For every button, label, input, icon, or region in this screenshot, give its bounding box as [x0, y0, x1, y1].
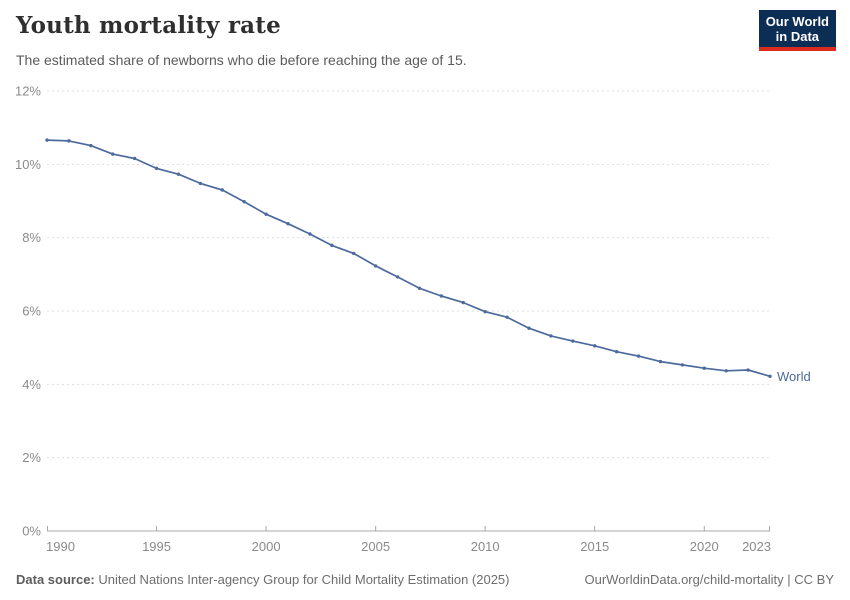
data-point[interactable]: [593, 344, 597, 348]
data-point[interactable]: [264, 212, 268, 216]
data-point[interactable]: [636, 354, 641, 358]
x-axis-label: 2005: [361, 539, 390, 554]
data-point[interactable]: [352, 251, 356, 256]
data-point[interactable]: [45, 138, 49, 142]
citation-link[interactable]: OurWorldinData.org/child-mortality | CC …: [584, 572, 835, 587]
y-axis-label: 8%: [22, 230, 41, 245]
series-line[interactable]: [46, 139, 771, 378]
data-point[interactable]: [505, 315, 509, 319]
data-point[interactable]: [286, 222, 290, 226]
series-end-label: World: [777, 369, 811, 384]
owid-logo[interactable]: Our World in Data: [758, 10, 836, 51]
x-axis-label: 2023: [742, 539, 771, 554]
x-axis-label: 2020: [690, 539, 719, 554]
owid-logo-line2: in Data: [775, 29, 820, 44]
y-axis-label: 4%: [22, 377, 41, 392]
data-source-note: Data source: United Nations Inter-agency…: [16, 572, 510, 587]
data-point[interactable]: [220, 188, 224, 192]
chart-subtitle: The estimated share of newborns who die …: [16, 52, 467, 68]
x-axis-label: 1995: [142, 539, 171, 554]
data-point[interactable]: [614, 350, 619, 354]
data-point[interactable]: [724, 369, 728, 373]
x-axis-label: 2015: [580, 539, 609, 554]
data-point[interactable]: [768, 374, 772, 378]
chart-footer: Data source: United Nations Inter-agency…: [16, 572, 834, 587]
data-point[interactable]: [549, 334, 553, 338]
data-point[interactable]: [308, 232, 312, 236]
data-point[interactable]: [527, 326, 531, 330]
data-point[interactable]: [658, 359, 663, 364]
data-point[interactable]: [571, 339, 575, 343]
data-point[interactable]: [330, 243, 334, 248]
x-axis-label: 2010: [471, 539, 500, 554]
data-point[interactable]: [702, 366, 706, 370]
y-axis-label: 2%: [22, 450, 41, 465]
y-axis-label: 10%: [15, 157, 41, 172]
data-point[interactable]: [132, 156, 137, 161]
data-point[interactable]: [417, 286, 422, 290]
x-axis-label: 2000: [252, 539, 281, 554]
data-point[interactable]: [198, 181, 203, 186]
data-point[interactable]: [680, 363, 685, 367]
data-point[interactable]: [154, 166, 159, 171]
y-axis-label: 12%: [15, 84, 41, 99]
data-point[interactable]: [461, 300, 465, 305]
data-source-text: United Nations Inter-agency Group for Ch…: [94, 572, 510, 587]
data-point[interactable]: [67, 139, 71, 143]
data-point[interactable]: [439, 294, 444, 298]
y-axis-label: 6%: [22, 304, 41, 319]
data-source-label: Data source:: [16, 572, 95, 587]
x-axis-label: 1990: [46, 539, 75, 554]
y-axis-label: 0%: [22, 524, 41, 539]
data-point[interactable]: [373, 264, 378, 268]
data-point[interactable]: [242, 200, 246, 204]
data-point[interactable]: [746, 368, 750, 372]
page-title: Youth mortality rate: [16, 12, 281, 39]
owid-logo-line1: Our World: [765, 14, 829, 29]
data-point[interactable]: [89, 143, 93, 148]
data-point[interactable]: [483, 310, 487, 314]
data-point[interactable]: [395, 275, 400, 279]
data-point[interactable]: [111, 152, 115, 156]
data-point[interactable]: [176, 172, 181, 176]
